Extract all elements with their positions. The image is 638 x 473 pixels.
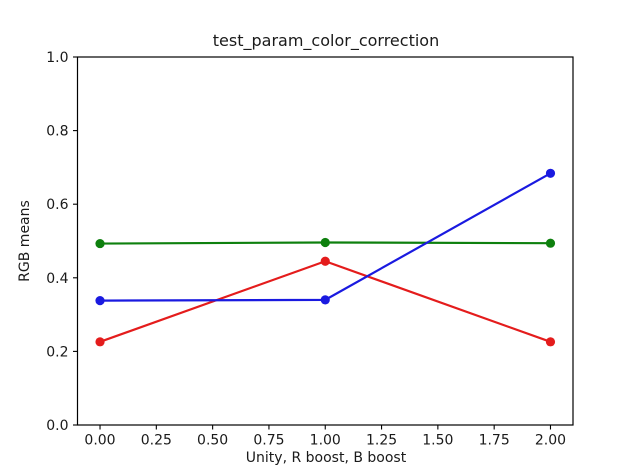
y-tick-label: 0.0 [46, 418, 68, 434]
y-tick-label: 0.4 [46, 271, 68, 287]
red-marker [545, 337, 556, 347]
x-tick-label: 0.00 [84, 433, 115, 449]
chart-title: test_param_color_correction [212, 31, 440, 50]
red-marker [95, 337, 105, 347]
y-tick-label: 0.6 [46, 197, 68, 213]
blue-marker [320, 295, 330, 305]
x-axis-label: Unity, R boost, B boost [245, 450, 407, 466]
y-tick-label: 0.8 [46, 124, 68, 140]
green-marker [545, 238, 556, 248]
x-tick-label: 1.00 [310, 433, 341, 449]
y-tick-label: 0.2 [46, 344, 68, 360]
x-tick-label: 1.25 [366, 433, 397, 449]
x-tick-label: 2.00 [535, 433, 566, 449]
blue-marker [545, 168, 556, 178]
y-tick-label: 1.0 [46, 50, 68, 66]
x-tick-label: 1.50 [422, 433, 453, 449]
x-tick-label: 1.75 [479, 433, 510, 449]
blue-marker [95, 296, 105, 306]
red-marker [320, 256, 330, 266]
x-tick-label: 0.25 [141, 433, 172, 449]
x-tick-label: 0.75 [253, 433, 284, 449]
green-marker [320, 237, 330, 248]
x-tick-label: 0.50 [197, 433, 228, 449]
green-marker [95, 238, 105, 249]
